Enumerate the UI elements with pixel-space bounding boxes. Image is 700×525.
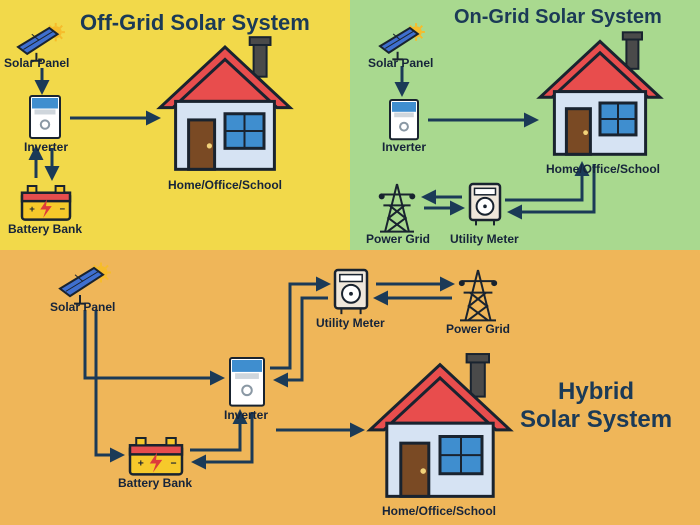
battery-icon: + −	[130, 438, 182, 474]
label-grid: Power Grid	[446, 322, 510, 336]
inverter-icon	[230, 358, 264, 406]
svg-text:−: −	[171, 458, 177, 469]
label-battery: Battery Bank	[118, 476, 192, 490]
label-inverter: Inverter	[24, 140, 68, 154]
label-home: Home/Office/School	[546, 162, 660, 176]
label-grid: Power Grid	[366, 232, 430, 246]
ongrid-panel: On-Grid Solar System Solar Panel Inverter H…	[350, 0, 700, 250]
label-solar: Solar Panel	[368, 56, 433, 70]
power-grid-icon	[380, 184, 415, 232]
offgrid-title: Off-Grid Solar System	[80, 10, 310, 36]
label-solar: Solar Panel	[4, 56, 69, 70]
label-inverter: Inverter	[224, 408, 268, 422]
solar-panel-icon	[380, 23, 425, 59]
utility-meter-icon	[470, 184, 500, 225]
svg-text:+: +	[138, 458, 144, 469]
label-home: Home/Office/School	[382, 504, 496, 518]
flow-arrow	[96, 310, 122, 455]
hybrid-panel: + − Hybrid Solar System Solar Panel Invert…	[0, 250, 700, 525]
inverter-icon	[390, 100, 418, 139]
label-home: Home/Office/School	[168, 178, 282, 192]
svg-text:+: +	[29, 204, 35, 215]
house-icon	[160, 37, 290, 169]
ongrid-title: On-Grid Solar System	[454, 6, 662, 29]
house-icon	[370, 354, 510, 496]
battery-icon: + −	[22, 186, 70, 220]
house-icon	[540, 32, 660, 154]
flow-arrow	[85, 310, 222, 378]
hybrid-title: Hybrid Solar System	[520, 378, 672, 433]
offgrid-panel: + − Off-Grid Solar System Solar Panel Inve…	[0, 0, 350, 250]
label-meter: Utility Meter	[316, 316, 385, 330]
utility-meter-icon	[335, 270, 367, 314]
label-solar: Solar Panel	[50, 300, 115, 314]
label-meter: Utility Meter	[450, 232, 519, 246]
solar-panel-icon	[60, 263, 111, 304]
inverter-icon	[30, 96, 60, 138]
label-inverter: Inverter	[382, 140, 426, 154]
label-battery: Battery Bank	[8, 222, 82, 236]
svg-text:−: −	[59, 204, 65, 215]
power-grid-icon	[460, 270, 496, 320]
